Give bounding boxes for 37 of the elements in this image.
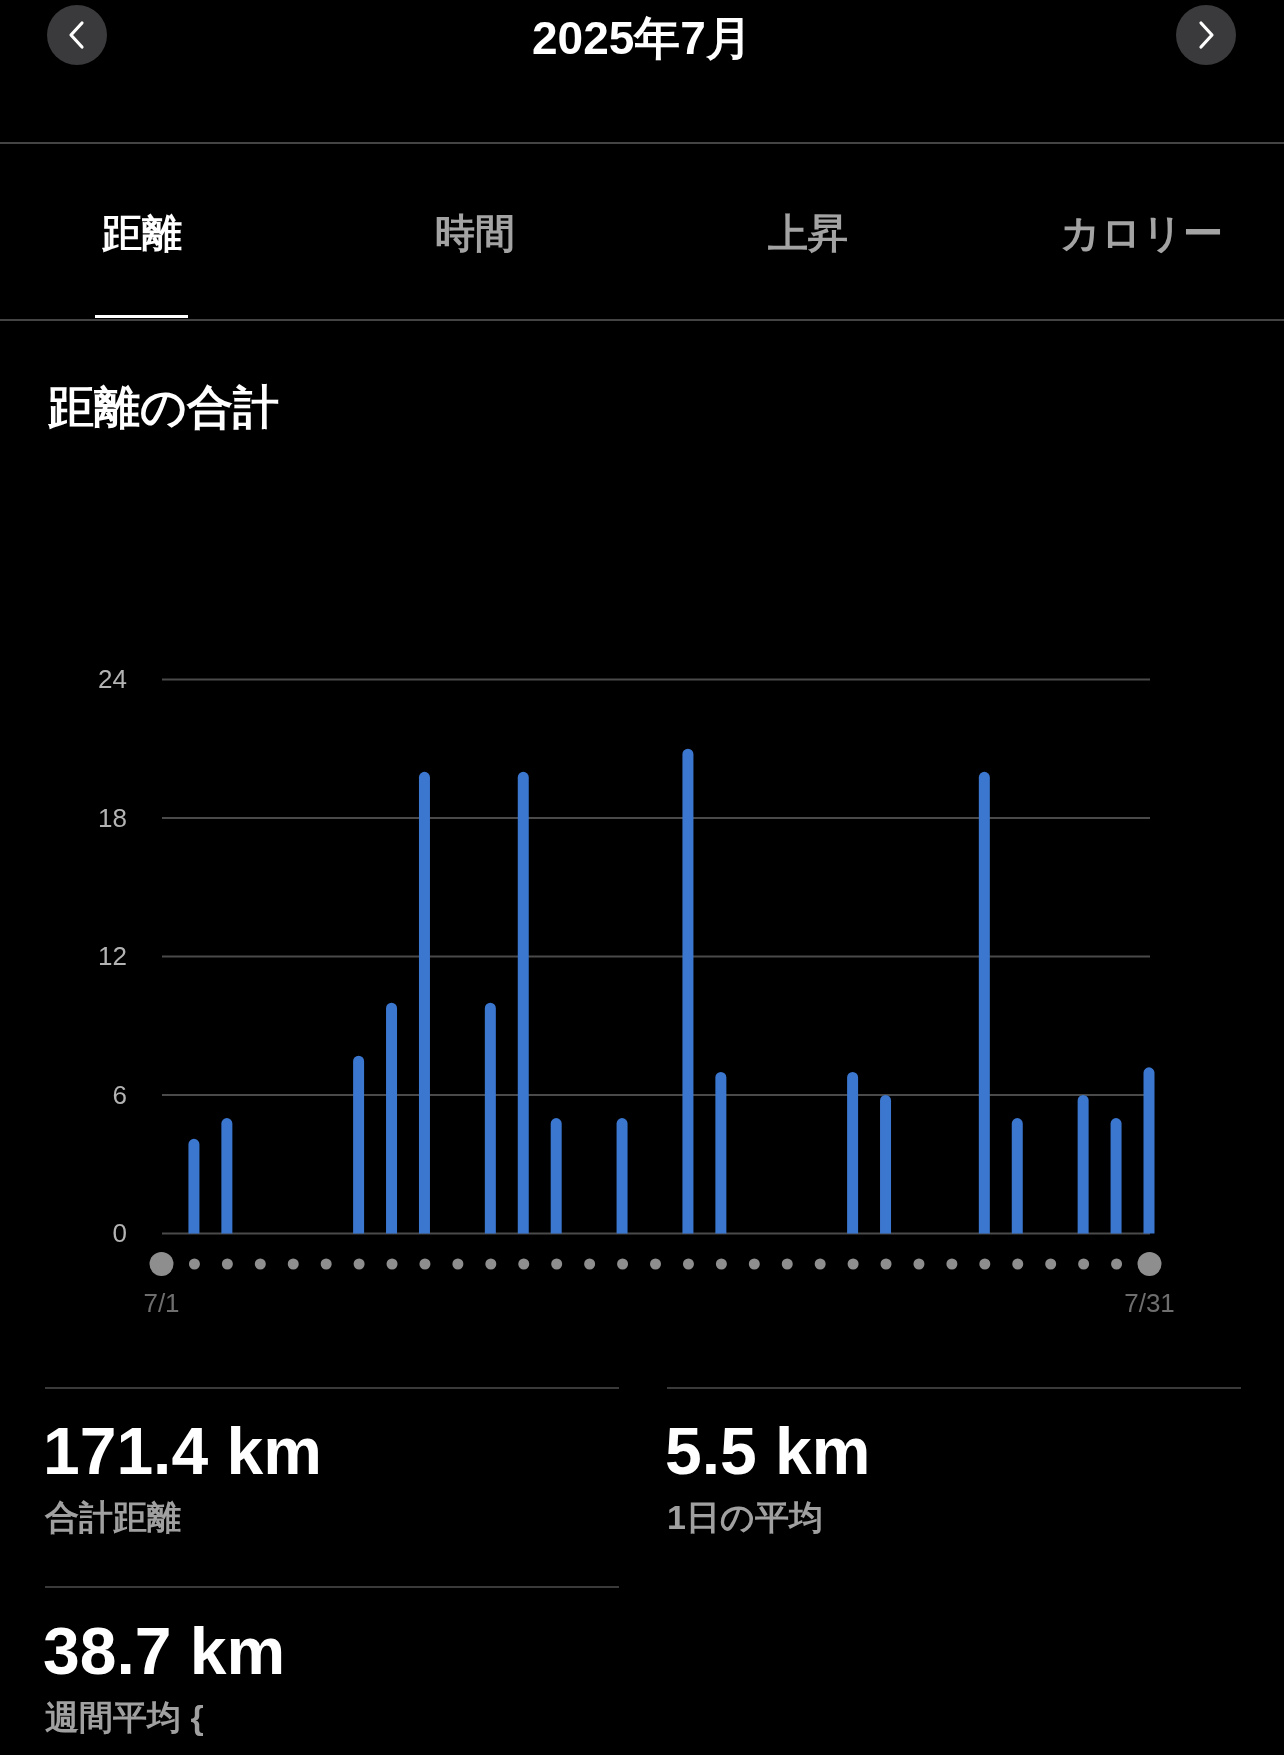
text: カロリー <box>1059 211 1223 255</box>
chart-subtitle: 2025年7月 <box>532 12 752 64</box>
bar <box>616 1118 628 1234</box>
bar <box>550 1118 562 1234</box>
y-tick-label: 24 <box>98 664 127 695</box>
bar <box>484 1002 496 1234</box>
text: 合計距離 <box>44 1498 181 1536</box>
bar <box>682 748 694 1234</box>
x-tick-label: 7/1 <box>143 1288 180 1319</box>
y-tick-label: 12 <box>98 941 127 972</box>
bar <box>1110 1118 1122 1234</box>
bar <box>1011 1118 1023 1234</box>
text: 週間平均 { <box>45 1698 204 1736</box>
text: 38.7 km <box>43 1614 286 1688</box>
bar <box>1077 1095 1089 1234</box>
bar <box>221 1118 233 1234</box>
bar <box>847 1071 859 1234</box>
y-tick-label: 18 <box>98 802 127 833</box>
chart-title: 距離の合計 <box>47 381 279 433</box>
bar <box>978 771 990 1234</box>
bar <box>1143 1067 1155 1234</box>
bar <box>386 1002 398 1234</box>
text: 距離 <box>101 211 182 255</box>
x-tick-label: 7/31 <box>1124 1288 1175 1319</box>
bar <box>517 771 529 1234</box>
bar <box>880 1095 892 1234</box>
text: 上昇 <box>768 211 848 255</box>
y-tick-label: 0 <box>112 1218 127 1249</box>
bar <box>353 1055 365 1234</box>
y-tick-label: 6 <box>112 1079 127 1110</box>
bar <box>418 771 430 1234</box>
text: 5.5 km <box>665 1414 871 1488</box>
text: 171.4 km <box>43 1414 322 1488</box>
text: 時間 <box>435 211 515 255</box>
bar <box>188 1138 200 1234</box>
bar <box>715 1071 727 1234</box>
text: 1日の平均 <box>667 1498 823 1536</box>
